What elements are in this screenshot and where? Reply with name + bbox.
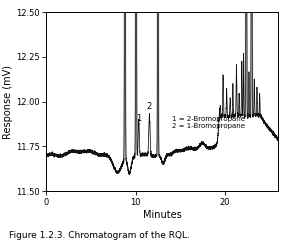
Y-axis label: Response (mV): Response (mV) bbox=[3, 65, 13, 139]
Text: 2: 2 bbox=[147, 102, 152, 111]
Text: Figure 1.2.3. Chromatogram of the RQL.: Figure 1.2.3. Chromatogram of the RQL. bbox=[9, 231, 190, 240]
Text: 1: 1 bbox=[136, 114, 141, 123]
Text: 1 = 2-Bromopropane
2 = 1-Bromopropane: 1 = 2-Bromopropane 2 = 1-Bromopropane bbox=[172, 116, 245, 129]
X-axis label: Minutes: Minutes bbox=[143, 210, 182, 220]
